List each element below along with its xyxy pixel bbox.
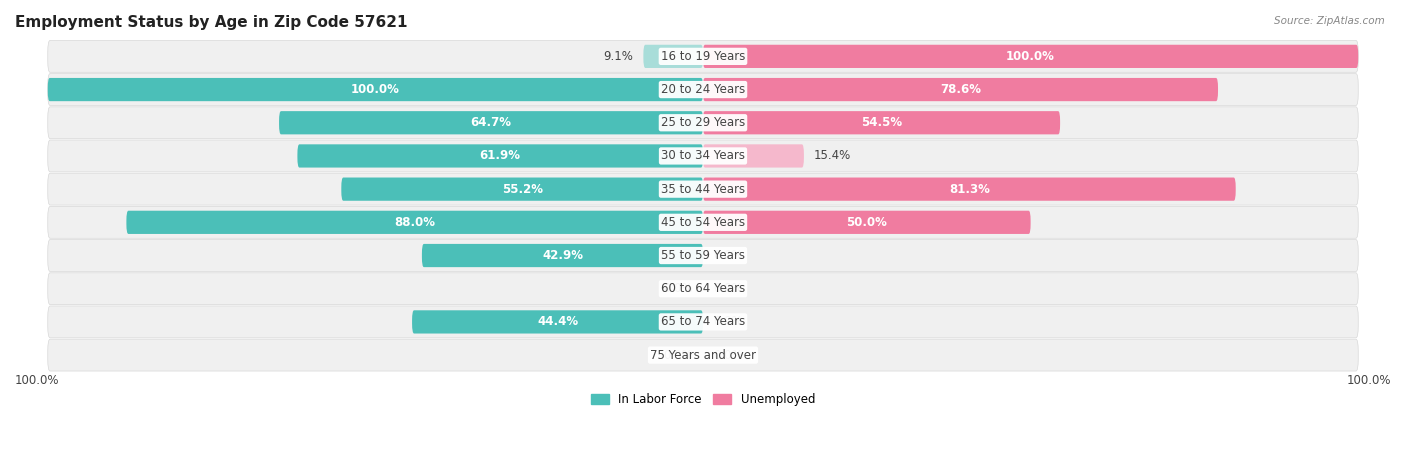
FancyBboxPatch shape	[48, 107, 1358, 139]
Text: 0.0%: 0.0%	[713, 249, 742, 262]
Text: 75 Years and over: 75 Years and over	[650, 349, 756, 362]
Text: 55.2%: 55.2%	[502, 183, 543, 196]
FancyBboxPatch shape	[48, 40, 1358, 72]
FancyBboxPatch shape	[48, 78, 703, 101]
Text: 100.0%: 100.0%	[15, 374, 59, 387]
Text: Employment Status by Age in Zip Code 57621: Employment Status by Age in Zip Code 576…	[15, 15, 408, 30]
FancyBboxPatch shape	[48, 306, 1358, 338]
FancyBboxPatch shape	[703, 45, 1358, 68]
FancyBboxPatch shape	[48, 74, 1358, 105]
Text: 88.0%: 88.0%	[394, 216, 436, 229]
Text: 64.7%: 64.7%	[471, 116, 512, 129]
Text: 16 to 19 Years: 16 to 19 Years	[661, 50, 745, 63]
Text: 0.0%: 0.0%	[664, 349, 693, 362]
FancyBboxPatch shape	[703, 177, 1236, 201]
Text: 100.0%: 100.0%	[352, 83, 399, 96]
FancyBboxPatch shape	[127, 211, 703, 234]
Text: 60 to 64 Years: 60 to 64 Years	[661, 282, 745, 295]
FancyBboxPatch shape	[48, 273, 1358, 305]
Text: 55 to 59 Years: 55 to 59 Years	[661, 249, 745, 262]
FancyBboxPatch shape	[412, 310, 703, 333]
Text: 9.1%: 9.1%	[603, 50, 634, 63]
Text: 0.0%: 0.0%	[713, 315, 742, 328]
Text: 44.4%: 44.4%	[537, 315, 578, 328]
Text: 54.5%: 54.5%	[860, 116, 903, 129]
Text: 81.3%: 81.3%	[949, 183, 990, 196]
FancyBboxPatch shape	[48, 140, 1358, 172]
FancyBboxPatch shape	[48, 239, 1358, 271]
FancyBboxPatch shape	[48, 173, 1358, 205]
Legend: In Labor Force, Unemployed: In Labor Force, Unemployed	[586, 389, 820, 411]
Text: 25 to 29 Years: 25 to 29 Years	[661, 116, 745, 129]
FancyBboxPatch shape	[703, 144, 804, 167]
Text: 0.0%: 0.0%	[713, 282, 742, 295]
Text: 30 to 34 Years: 30 to 34 Years	[661, 149, 745, 162]
Text: 20 to 24 Years: 20 to 24 Years	[661, 83, 745, 96]
Text: 100.0%: 100.0%	[1007, 50, 1054, 63]
Text: 78.6%: 78.6%	[941, 83, 981, 96]
FancyBboxPatch shape	[422, 244, 703, 267]
FancyBboxPatch shape	[644, 45, 703, 68]
FancyBboxPatch shape	[278, 111, 703, 135]
Text: Source: ZipAtlas.com: Source: ZipAtlas.com	[1274, 16, 1385, 26]
Text: 42.9%: 42.9%	[541, 249, 583, 262]
FancyBboxPatch shape	[703, 211, 1031, 234]
FancyBboxPatch shape	[703, 111, 1060, 135]
FancyBboxPatch shape	[48, 339, 1358, 371]
Text: 0.0%: 0.0%	[664, 282, 693, 295]
Text: 15.4%: 15.4%	[814, 149, 851, 162]
FancyBboxPatch shape	[342, 177, 703, 201]
Text: 45 to 54 Years: 45 to 54 Years	[661, 216, 745, 229]
Text: 100.0%: 100.0%	[1347, 374, 1391, 387]
Text: 65 to 74 Years: 65 to 74 Years	[661, 315, 745, 328]
FancyBboxPatch shape	[703, 78, 1218, 101]
FancyBboxPatch shape	[48, 207, 1358, 238]
Text: 61.9%: 61.9%	[479, 149, 520, 162]
Text: 35 to 44 Years: 35 to 44 Years	[661, 183, 745, 196]
Text: 50.0%: 50.0%	[846, 216, 887, 229]
FancyBboxPatch shape	[298, 144, 703, 167]
Text: 0.0%: 0.0%	[713, 349, 742, 362]
